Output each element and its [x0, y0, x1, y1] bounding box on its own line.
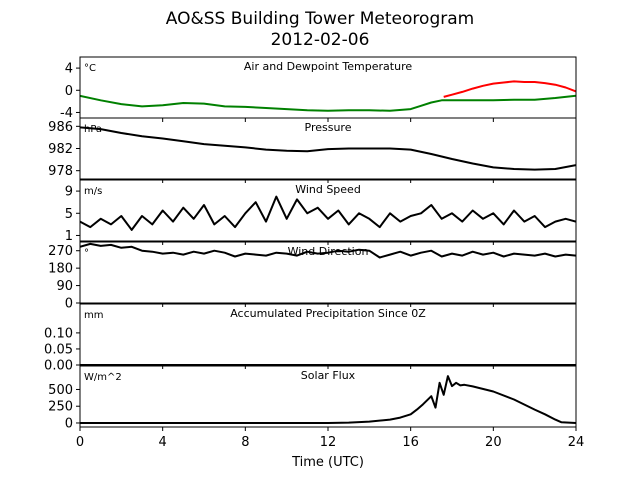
y-tick-label-4-0: 0.10 [44, 326, 73, 341]
panel-unit-3: ° [84, 248, 89, 259]
x-tick-label-4: 16 [402, 435, 419, 450]
x-tick-label-2: 8 [241, 435, 249, 450]
panel-1: 986 982 978 hPa Pressure [48, 117, 577, 183]
panel-title-1: Pressure [305, 121, 352, 134]
y-tick-label-5-1: 250 [48, 400, 73, 415]
series-line-0-0 [443, 80, 576, 98]
panels-group: 4 0 -4 °C Air and Dewpoint Temperature 986 982… [44, 56, 577, 431]
panel-title-5: Solar Flux [301, 369, 356, 382]
y-tick-label-5-0: 500 [48, 383, 73, 398]
y-tick-label-1-0: 986 [48, 120, 73, 135]
y-tick-label-4-2: 0.00 [44, 359, 73, 374]
panel-title-0: Air and Dewpoint Temperature [244, 60, 412, 73]
panel-unit-1: hPa [84, 124, 102, 135]
y-tick-label-3-1: 180 [48, 262, 73, 277]
series-line-2-0 [80, 195, 576, 231]
panel-title-3: Wind Direction [288, 245, 369, 258]
series-line-0-1 [80, 94, 576, 112]
panel-unit-4: mm [84, 310, 103, 321]
y-tick-label-3-2: 90 [56, 279, 73, 294]
panel-3: 270 180 90 0 ° Wind Direction [48, 241, 577, 312]
y-tick-label-2-1: 5 [65, 207, 73, 222]
y-tick-label-5-2: 0 [65, 416, 73, 431]
panel-title-4: Accumulated Precipitation Since 0Z [230, 307, 426, 320]
panel-unit-5: W/m^2 [84, 372, 122, 383]
x-tick-label-5: 20 [485, 435, 502, 450]
y-tick-label-0-0: 4 [65, 62, 73, 77]
x-tick-label-6: 24 [568, 435, 585, 450]
x-axis-label: Time (UTC) [291, 455, 364, 470]
series-line-1-0 [80, 126, 576, 171]
y-tick-label-0-2: -4 [60, 106, 73, 121]
x-tick-label-3: 12 [320, 435, 337, 450]
panel-0: 4 0 -4 °C Air and Dewpoint Temperature [60, 56, 577, 122]
panel-2: 9 5 1 m/s Wind Speed [65, 179, 577, 245]
x-tick-label-1: 4 [159, 435, 167, 450]
y-tick-label-1-2: 978 [48, 164, 73, 179]
y-tick-label-1-1: 982 [48, 142, 73, 157]
y-tick-label-2-0: 9 [65, 185, 73, 200]
chart-title-line2: 2012-02-06 [271, 30, 370, 50]
y-tick-label-0-1: 0 [65, 84, 73, 99]
series-line-3-0 [80, 242, 576, 259]
chart-title-line1: AO&SS Building Tower Meteorogram [166, 9, 474, 29]
panel-title-2: Wind Speed [295, 183, 361, 196]
panel-4: 0.100.05 0.00 mm Accumulated Precipitation … [44, 303, 577, 374]
panel-unit-0: °C [84, 63, 96, 74]
y-tick-label-4-1: 0.05 [44, 342, 73, 357]
x-tick-label-0: 0 [76, 435, 84, 450]
y-tick-label-3-0: 270 [48, 244, 73, 259]
y-tick-label-3-3: 0 [65, 297, 73, 312]
x-axis: 0 4 8 12 16 20 24 [76, 435, 584, 450]
y-tick-label-2-2: 1 [65, 229, 73, 244]
panel-unit-2: m/s [84, 186, 102, 197]
series-line-5-0 [80, 375, 576, 424]
